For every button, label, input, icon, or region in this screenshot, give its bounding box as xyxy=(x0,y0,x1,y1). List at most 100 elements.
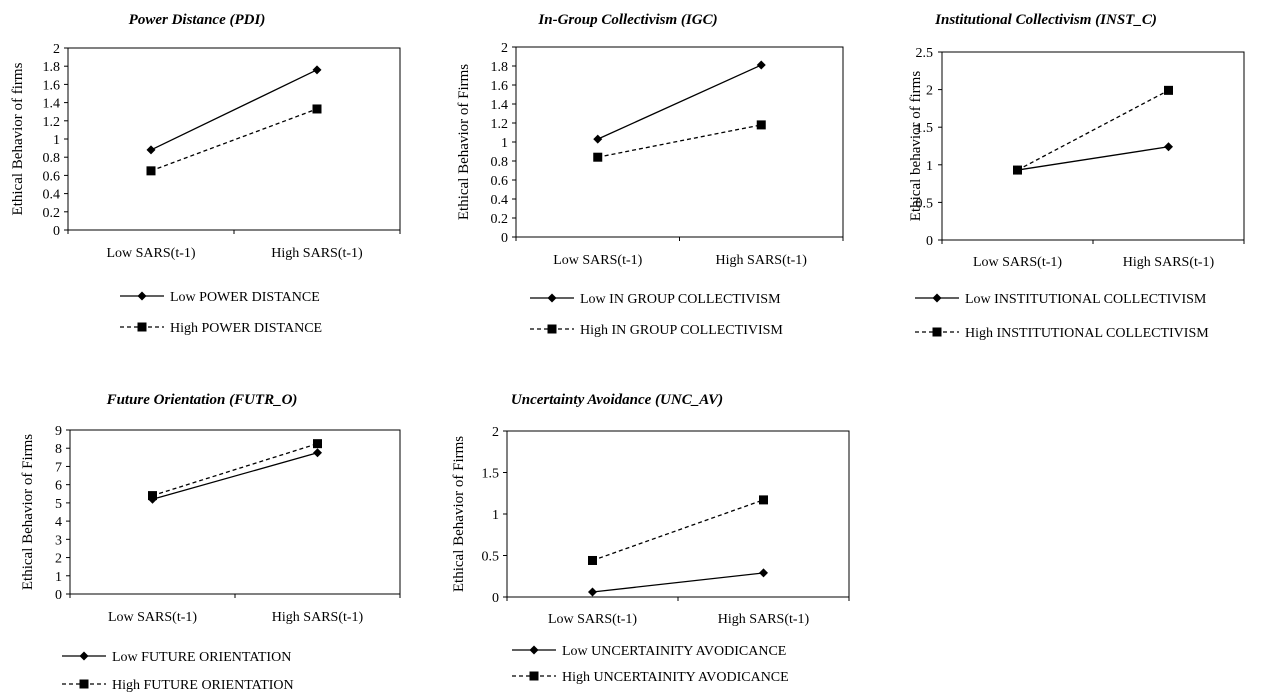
y-tick-label: 3 xyxy=(55,533,62,548)
legend-label: High UNCERTAINITY AVODICANCE xyxy=(562,670,789,685)
y-tick-label: 0 xyxy=(926,234,933,249)
series-line xyxy=(592,499,764,562)
plot-frame xyxy=(506,430,850,598)
legend-marker xyxy=(932,327,942,337)
y-tick-label: 2 xyxy=(55,552,62,567)
series-line xyxy=(1017,146,1169,171)
x-tick-label: Low SARS(t-1) xyxy=(108,610,197,625)
y-tick-label: 1 xyxy=(53,133,60,148)
chart-title: In-Group Collectivism (IGC) xyxy=(537,12,717,28)
x-tick-label: High SARS(t-1) xyxy=(716,253,808,268)
legend-marker xyxy=(79,651,89,661)
y-tick-label: 0.2 xyxy=(43,206,61,221)
y-tick-label: 1.8 xyxy=(491,60,509,75)
data-point xyxy=(312,65,322,75)
series-line xyxy=(152,443,318,497)
data-point xyxy=(759,495,768,505)
legend-label: High INSTITUTIONAL COLLECTIVISM xyxy=(965,326,1209,341)
y-tick-label: 0 xyxy=(53,224,60,239)
y-tick-label: 2 xyxy=(501,41,508,56)
y-axis-label: Ethical Behavior of Firms xyxy=(451,436,467,592)
data-point xyxy=(146,166,156,176)
x-tick-label: Low SARS(t-1) xyxy=(553,253,642,268)
series-line xyxy=(150,108,318,172)
data-point xyxy=(312,104,322,114)
y-tick-label: 0.4 xyxy=(491,193,509,208)
data-point xyxy=(593,134,603,144)
legend-label: Low UNCERTAINITY AVODICANCE xyxy=(562,644,786,659)
x-tick-label: High SARS(t-1) xyxy=(1123,255,1215,270)
legend-label: High FUTURE ORIENTATION xyxy=(112,678,294,693)
y-tick-label: 4 xyxy=(55,515,62,530)
legend-label: Low FUTURE ORIENTATION xyxy=(112,650,291,665)
y-tick-label: 1 xyxy=(501,136,508,151)
y-tick-label: 1.2 xyxy=(491,117,509,132)
data-point xyxy=(756,120,766,130)
x-tick-label: Low SARS(t-1) xyxy=(548,612,637,627)
legend-label: Low IN GROUP COLLECTIVISM xyxy=(580,292,781,307)
y-tick-label: 1 xyxy=(926,159,933,174)
legend-entry: High INSTITUTIONAL COLLECTIVISM xyxy=(915,326,1209,341)
chart-panel-3: Future Orientation (FUTR_O) 0 1 2 3 4 5 6 7 8 9 Low… xyxy=(0,380,430,693)
y-tick-label: 5 xyxy=(55,497,62,512)
plot-frame xyxy=(515,46,844,238)
chart-svg: In-Group Collectivism (IGC) 0 0.2 0.4 0.6 0.8… xyxy=(456,12,844,338)
y-tick-label: 1.4 xyxy=(43,97,61,112)
series-line xyxy=(592,572,764,593)
y-tick-label: 0.8 xyxy=(491,155,509,170)
chart-svg: Future Orientation (FUTR_O) 0 1 2 3 4 5 6 7 8 9 Low… xyxy=(20,392,401,693)
data-point xyxy=(313,448,322,458)
plot-frame xyxy=(941,51,1245,241)
series-0 xyxy=(1013,142,1173,175)
y-tick-label: 0 xyxy=(492,591,499,606)
legend-entry: High UNCERTAINITY AVODICANCE xyxy=(512,670,789,685)
x-tick-label: High SARS(t-1) xyxy=(272,610,364,625)
chart-panel-1: In-Group Collectivism (IGC) 0 0.2 0.4 0.6 0.8… xyxy=(440,0,860,350)
data-point xyxy=(588,587,597,597)
y-tick-label: 0.5 xyxy=(482,550,500,565)
data-point xyxy=(759,568,768,578)
y-tick-label: 7 xyxy=(55,460,62,475)
legend-label: Low POWER DISTANCE xyxy=(170,290,320,305)
series-line xyxy=(150,69,318,151)
series-line xyxy=(597,64,762,140)
y-tick-label: 9 xyxy=(55,424,62,439)
x-tick-label: High SARS(t-1) xyxy=(271,246,363,261)
y-tick-label: 1.2 xyxy=(43,115,61,130)
y-tick-label: 0.6 xyxy=(43,169,61,184)
legend-marker xyxy=(529,645,539,655)
y-tick-label: 1.6 xyxy=(43,78,61,93)
legend-entry: Low IN GROUP COLLECTIVISM xyxy=(530,292,781,307)
plot-frame xyxy=(67,47,401,231)
x-tick-label: Low SARS(t-1) xyxy=(106,246,195,261)
chart-panel-0: Power Distance (PDI) 0 0.2 0.4 0.6 0.8 1 1.2 1.4… xyxy=(0,0,420,350)
y-tick-label: 2 xyxy=(926,84,933,99)
legend-marker xyxy=(547,324,557,334)
chart-title: Power Distance (PDI) xyxy=(129,12,266,28)
legend-marker xyxy=(137,322,147,332)
series-0 xyxy=(593,60,766,144)
legend-label: Low INSTITUTIONAL COLLECTIVISM xyxy=(965,292,1207,307)
data-point xyxy=(756,60,766,70)
y-tick-label: 0.8 xyxy=(43,151,61,166)
y-tick-label: 1.5 xyxy=(482,467,500,482)
y-axis-label: Ethical Behavior of Firms xyxy=(456,64,472,220)
data-point xyxy=(1013,165,1022,175)
y-tick-label: 1.5 xyxy=(916,121,934,136)
y-tick-label: 1 xyxy=(55,570,62,585)
y-tick-label: 2.5 xyxy=(916,46,934,61)
legend-marker xyxy=(79,679,89,689)
data-point xyxy=(593,152,603,162)
chart-panel-2: Institutional Collectivism (INST_C) 0 0.5 1… xyxy=(860,0,1282,350)
y-tick-label: 0 xyxy=(55,588,62,603)
legend-entry: Low POWER DISTANCE xyxy=(120,290,320,305)
chart-title: Institutional Collectivism (INST_C) xyxy=(934,12,1157,28)
series-0 xyxy=(146,65,322,155)
y-tick-label: 0 xyxy=(501,231,508,246)
legend-entry: Low UNCERTAINITY AVODICANCE xyxy=(512,644,786,659)
legend-entry: Low FUTURE ORIENTATION xyxy=(62,650,291,665)
data-point xyxy=(313,439,322,449)
x-tick-label: High SARS(t-1) xyxy=(718,612,810,627)
series-1 xyxy=(588,495,768,565)
y-tick-label: 0.5 xyxy=(916,196,934,211)
